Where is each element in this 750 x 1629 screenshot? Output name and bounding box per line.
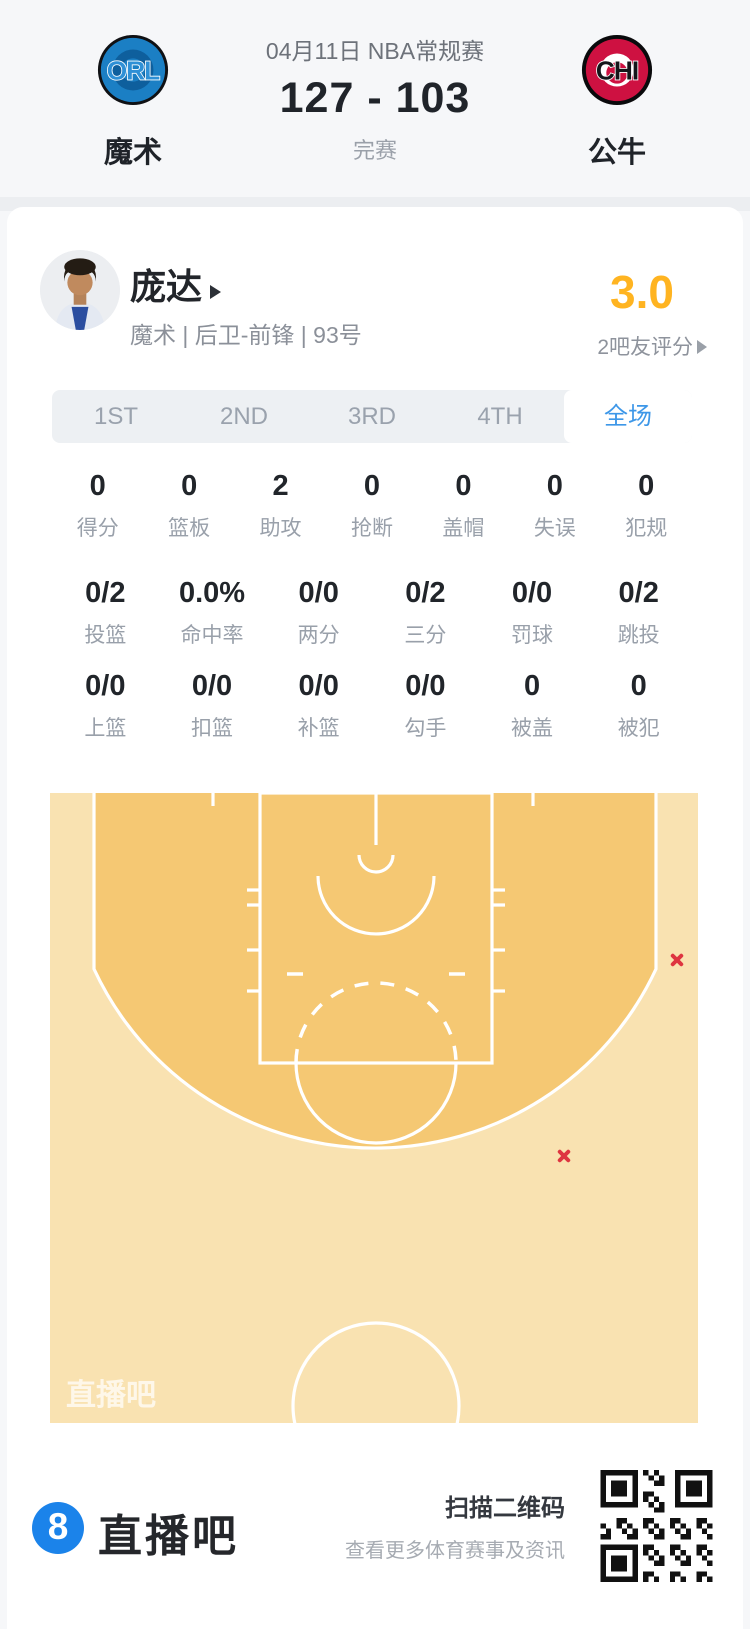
tab-1st[interactable]: 1ST (93, 403, 138, 430)
qr-caption: 扫描二维码 查看更多体育赛事及资讯 (345, 1488, 565, 1563)
player-avatar (40, 250, 120, 330)
zhibo8-logo-icon: 8 (32, 1502, 84, 1554)
game-date: 04月11日 NBA常规赛 (265, 38, 485, 64)
rating-arrow-icon (697, 340, 707, 354)
stat-3pt: 0/2 三分 (404, 577, 447, 647)
stat-fg-pct: 0.0% 命中率 (178, 577, 246, 647)
quarter-tabs: 1ST 2ND 3RD 4TH 全场 (52, 390, 692, 443)
qr-code (600, 1470, 713, 1582)
stat-fouled: 0 被犯 (617, 670, 660, 740)
stat-layup: 0/0 上篮 (84, 670, 127, 740)
away-team-logo-icon: CHI (580, 33, 654, 107)
stat-rebounds: 0 篮板 (168, 470, 211, 540)
away-team[interactable]: CHI 公牛 (537, 33, 697, 171)
stat-hook: 0/0 勾手 (404, 670, 447, 740)
rating-link[interactable]: 2吧友评分 (597, 331, 707, 361)
player-meta: 魔术 | 后卫-前锋 | 93号 (130, 322, 362, 348)
court-graphic: 直播吧 (50, 793, 698, 1423)
away-team-name: 公牛 (587, 137, 646, 169)
home-team[interactable]: ORL 魔术 (53, 33, 213, 171)
stat-points: 0 得分 (76, 470, 119, 540)
stat-fouls: 0 犯规 (625, 470, 668, 540)
missed-shot-marker (555, 1147, 573, 1165)
stat-steals: 0 抢断 (350, 470, 393, 540)
stat-assists: 2 助攻 (259, 470, 302, 540)
player-name: 庞达 (130, 266, 203, 307)
rating-block[interactable]: 3.0 2吧友评分 (597, 265, 707, 361)
home-team-logo-icon: ORL (96, 33, 170, 107)
stat-dunk: 0/0 扣篮 (191, 670, 233, 740)
stats-row-shot-types: 0/0 上篮 0/0 扣篮 0/0 补篮 0/0 勾手 0 被盖 0 被犯 (52, 670, 692, 742)
court-watermark: 直播吧 (66, 1379, 156, 1412)
brand-name: 直播吧 (98, 1512, 239, 1561)
tab-2nd[interactable]: 2ND (219, 403, 268, 430)
missed-shot-marker (668, 951, 686, 969)
stat-2pt: 0/0 两分 (297, 577, 340, 647)
home-team-abbr: ORL (107, 56, 160, 86)
qr-title: 扫描二维码 (445, 1495, 565, 1522)
stat-got-blocked: 0 被盖 (511, 670, 554, 740)
game-status: 完赛 (352, 138, 397, 163)
qr-subtitle: 查看更多体育赛事及资讯 (345, 1540, 565, 1562)
stats-row-basic: 0 得分 0 篮板 2 助攻 0 抢断 0 盖帽 0 失误 0 犯规 (52, 470, 692, 542)
player-rating: 3.0 (610, 266, 674, 318)
tab-full-game[interactable]: 全场 (564, 390, 692, 443)
game-score: 127 - 103 (279, 74, 471, 122)
player-expand-icon (210, 285, 222, 299)
tab-4th[interactable]: 4TH (477, 403, 523, 430)
home-team-name: 魔术 (103, 137, 162, 169)
stats-row-shooting: 0/2 投篮 0.0% 命中率 0/0 两分 0/2 三分 0/0 罚球 0/2 跳投 (52, 577, 692, 649)
tab-3rd[interactable]: 3RD (347, 403, 396, 430)
stat-jumpshot: 0/2 跳投 (617, 577, 660, 647)
away-team-abbr: CHI (596, 56, 638, 86)
stat-tipin: 0/0 补篮 (297, 670, 340, 740)
stat-blocks: 0 盖帽 (442, 470, 485, 540)
shot-chart: 直播吧 (50, 793, 698, 1423)
stat-turnovers: 0 失误 (533, 470, 576, 540)
stat-ft: 0/0 罚球 (511, 577, 554, 647)
stat-fg: 0/2 投篮 (84, 577, 127, 647)
rating-link-label: 2吧友评分 (597, 336, 693, 359)
player-name-row[interactable]: 庞达 (130, 258, 222, 310)
